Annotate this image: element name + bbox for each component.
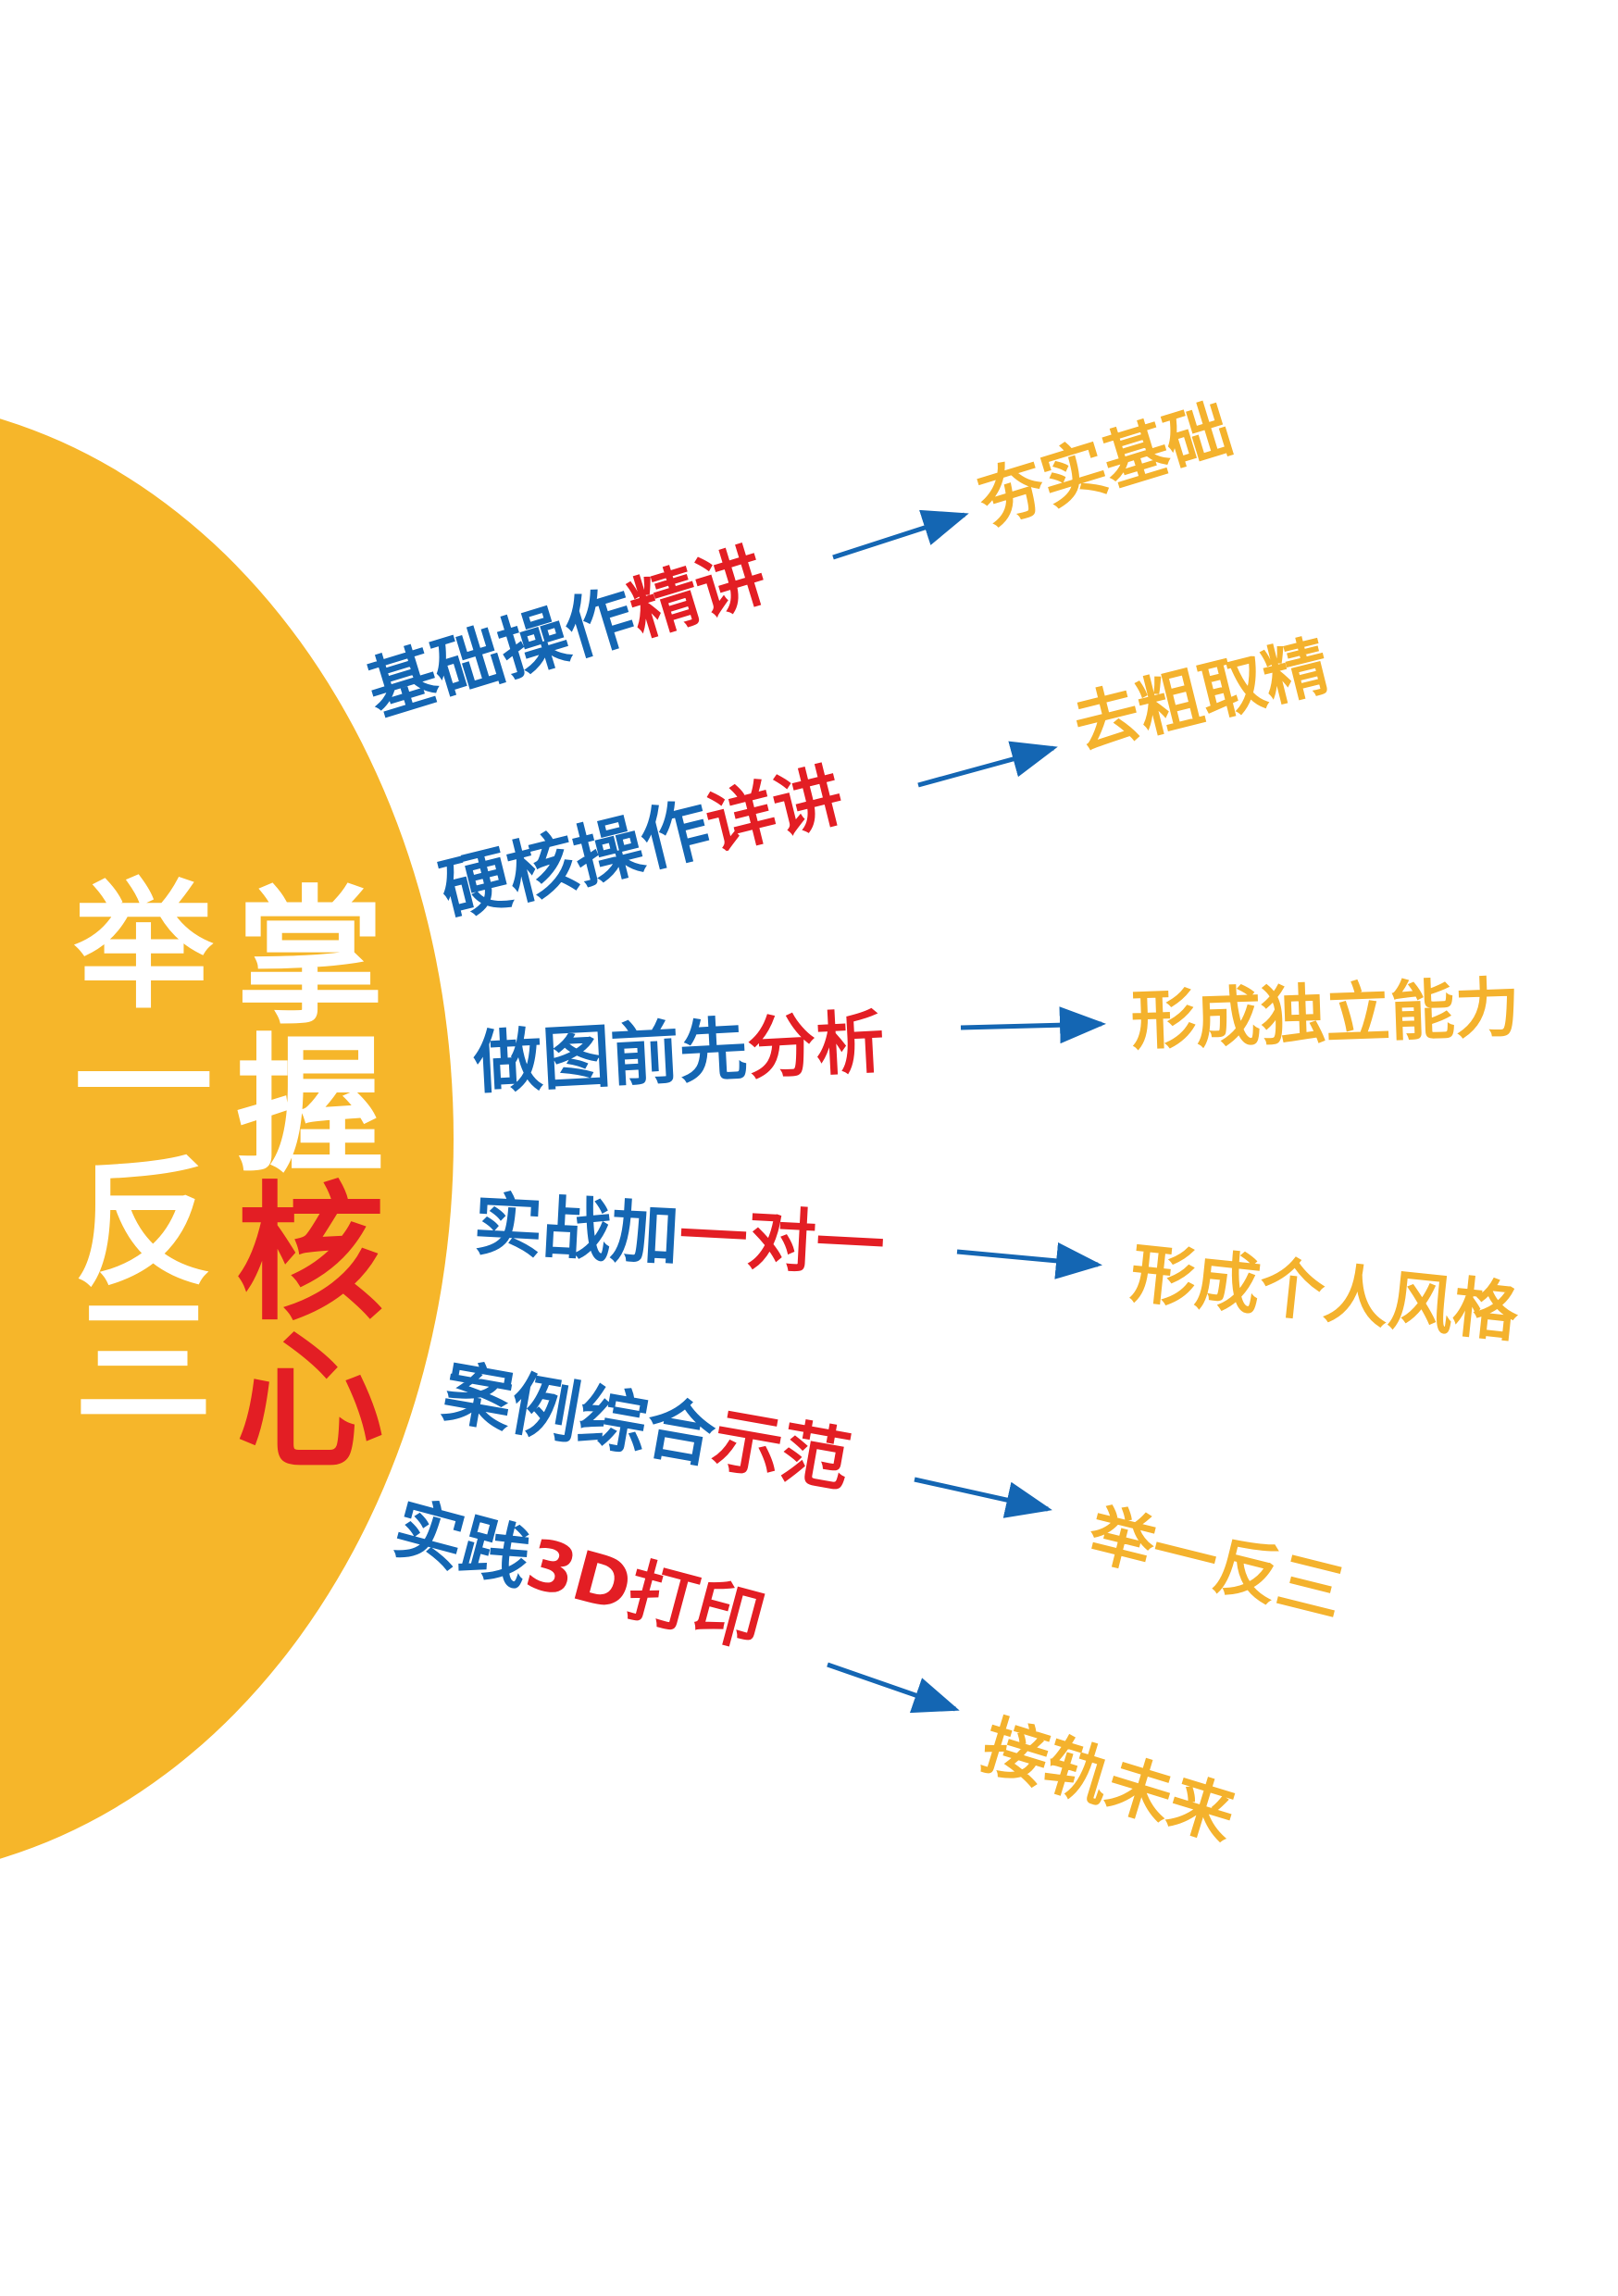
arrow-5 — [914, 1477, 1052, 1518]
slogan-char: 三 — [74, 1283, 214, 1444]
arrow-3 — [960, 1006, 1106, 1044]
arrow-4 — [956, 1242, 1102, 1279]
slogan-column-1: 举 一 反 三 — [74, 878, 213, 1433]
slogan-column-2: 掌 握 核 心 — [236, 884, 384, 1477]
slogan-char: 心 — [236, 1316, 385, 1489]
slogan-char: 反 — [74, 1144, 214, 1305]
slogan-char: 握 — [236, 1019, 385, 1192]
arrow-1 — [832, 509, 969, 560]
arrow-2 — [917, 741, 1058, 788]
slogan-char: 掌 — [236, 871, 385, 1044]
slogan-char: 一 — [74, 1005, 214, 1167]
arrow-6 — [827, 1662, 960, 1714]
slogan-char: 核 — [236, 1167, 385, 1341]
slogan-char: 举 — [74, 867, 214, 1028]
